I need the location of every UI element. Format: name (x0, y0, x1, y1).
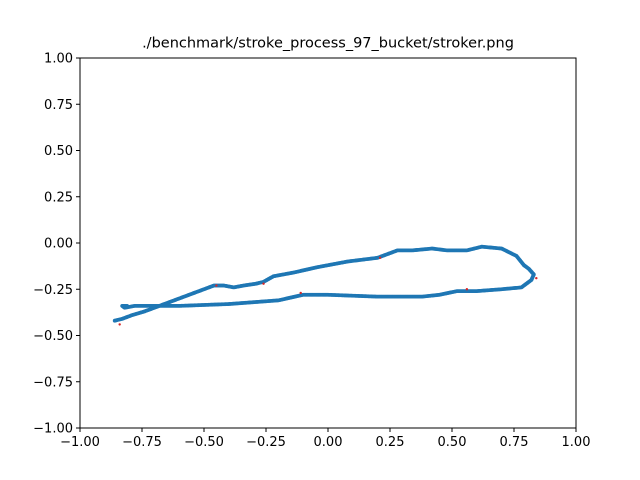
marker-point (262, 282, 265, 285)
marker-point (465, 288, 469, 291)
y-tick-label: −0.75 (33, 375, 73, 390)
y-tick-label: 0.25 (44, 190, 73, 205)
marker-point (378, 256, 382, 259)
x-tick-label: 0.50 (438, 435, 467, 450)
y-tick-label: −0.50 (33, 329, 73, 344)
x-tick-label: 0.75 (500, 435, 529, 450)
y-tick-label: 0.00 (44, 237, 73, 252)
stroke-layer (112, 244, 536, 323)
x-tick-label: 0.25 (376, 435, 405, 450)
x-tick-label: −1.00 (60, 435, 100, 450)
marker-point (215, 284, 218, 287)
stroke-point (125, 304, 130, 308)
y-tick-label: 0.75 (44, 98, 73, 113)
x-tick-label: 1.00 (562, 435, 591, 450)
y-tick-label: 0.50 (44, 144, 73, 159)
marker-layer (118, 256, 538, 326)
x-tick-label: −0.75 (122, 435, 162, 450)
x-tick-label: 0.00 (314, 435, 343, 450)
x-axis: −1.00 −0.75 −0.50 −0.25 0.00 0.25 0.50 0.75 1.00 (60, 428, 590, 450)
marker-point (535, 276, 538, 280)
marker-point (118, 323, 121, 326)
plot-area (80, 58, 576, 428)
x-tick-label: −0.25 (246, 435, 286, 450)
y-tick-label: 1.00 (44, 52, 73, 67)
y-tick-label: −0.25 (33, 283, 73, 298)
marker-point (299, 291, 302, 295)
chart-title: ./benchmark/stroke_process_97_bucket/str… (142, 36, 514, 52)
y-axis: 1.00 0.75 0.50 0.25 0.00 −0.25 −0.50 −0.75 −1.00 (33, 52, 80, 437)
y-tick-label: −1.00 (33, 422, 73, 437)
x-tick-label: −0.50 (184, 435, 224, 450)
